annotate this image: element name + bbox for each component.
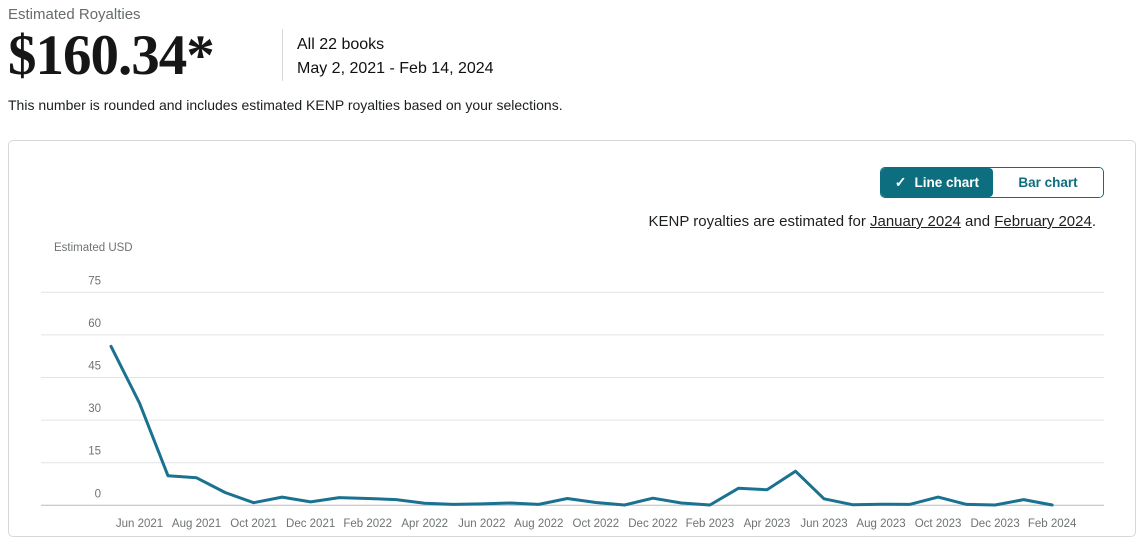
check-icon: ✓ [894,174,907,190]
x-tick-label: Feb 2024 [1028,518,1077,530]
x-tick-label: Oct 2021 [230,518,277,530]
y-axis-title: Estimated USD [54,242,133,254]
x-tick-label: Oct 2022 [573,518,620,530]
royalties-chart-panel: ✓ Line chart Bar chart KENP royalties ar… [8,140,1136,537]
date-range: May 2, 2021 - Feb 14, 2024 [297,60,494,77]
note-suffix: . [1091,213,1096,230]
y-tick-label: 60 [88,318,101,330]
x-tick-label: Feb 2022 [343,518,392,530]
header-divider [282,29,283,81]
x-tick-label: Apr 2022 [401,518,448,530]
royalties-line-chart: 0 15 30 45 60 75 Jun 2021 Aug 2021 Oct 2021 Dec 2… [41,275,1104,530]
bar-chart-label: Bar chart [1018,175,1078,190]
x-tick-label: Aug 2023 [856,518,905,530]
x-tick-label: Jun 2021 [116,518,163,530]
royalties-series-line[interactable] [109,344,1054,507]
x-tick-label: Dec 2022 [628,518,677,530]
line-chart-button[interactable]: ✓ Line chart [880,168,993,197]
y-tick-label: 15 [88,446,101,458]
x-tick-label: Feb 2023 [686,518,735,530]
x-tick-label: Aug 2021 [172,518,221,530]
january-2024-link[interactable]: January 2024 [869,213,961,230]
rounding-footnote: This number is rounded and includes esti… [8,97,563,113]
royalties-amount: $160.34* [8,24,215,87]
bar-chart-button[interactable]: Bar chart [993,168,1103,197]
february-2024-link[interactable]: February 2024 [994,213,1092,230]
kenp-estimate-note: KENP royalties are estimated for January… [649,213,1097,230]
x-tick-label: Aug 2022 [514,518,563,530]
x-tick-label: Dec 2023 [971,518,1020,530]
y-tick-label: 45 [88,361,101,373]
line-chart-label: Line chart [914,175,979,190]
estimated-royalties-label: Estimated Royalties [8,6,141,23]
x-tick-label: Jun 2022 [458,518,505,530]
books-scope: All 22 books [297,36,385,53]
note-middle: and [960,213,995,230]
x-tick-label: Apr 2023 [744,518,791,530]
royalties-header: Estimated Royalties $160.34* All 22 book… [8,6,1140,113]
y-tick-label: 75 [88,275,101,287]
y-tick-label: 30 [88,403,101,415]
x-tick-label: Oct 2023 [915,518,962,530]
chart-type-toggle: ✓ Line chart Bar chart [879,167,1104,198]
y-tick-label: 0 [95,488,101,500]
note-prefix: KENP royalties are estimated for [648,213,870,230]
x-tick-label: Jun 2023 [800,518,847,530]
x-tick-label: Dec 2021 [286,518,335,530]
